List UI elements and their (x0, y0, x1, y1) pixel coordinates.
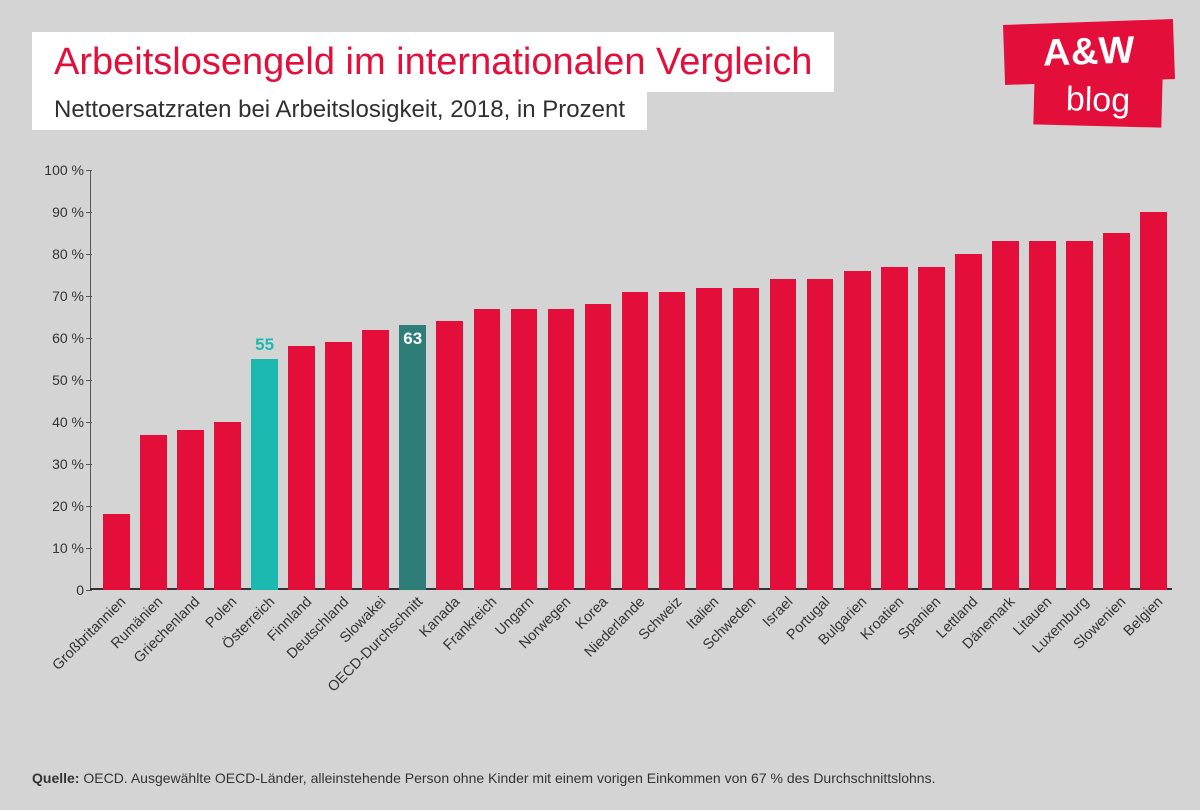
y-tick: 30 % (28, 456, 84, 472)
chart-subtitle: Nettoersatzraten bei Arbeitslosigkeit, 2… (54, 96, 625, 124)
bar (807, 279, 834, 590)
bar-slot (579, 170, 616, 590)
bar-slot (1061, 170, 1098, 590)
y-tick: 0 (28, 582, 84, 598)
y-tick: 40 % (28, 414, 84, 430)
bar (1140, 212, 1167, 590)
bar-slot (654, 170, 691, 590)
bar-slot (691, 170, 728, 590)
bar (881, 267, 908, 590)
y-tick: 20 % (28, 498, 84, 514)
bar (1029, 241, 1056, 590)
bar-slot (283, 170, 320, 590)
bar (1103, 233, 1130, 590)
bars-container: 55 63 (98, 170, 1172, 590)
bar (214, 422, 241, 590)
bar-slot (765, 170, 802, 590)
x-labels-container: GroßbritannienRumänienGriechenlandPolenÖ… (98, 594, 1172, 754)
bar-slot (209, 170, 246, 590)
bar: 63 (399, 325, 426, 590)
y-tick: 100 % (28, 162, 84, 178)
bar-slot (876, 170, 913, 590)
subtitle-box: Nettoersatzraten bei Arbeitslosigkeit, 2… (32, 92, 647, 130)
bar-slot (468, 170, 505, 590)
bar-slot (542, 170, 579, 590)
bar (103, 514, 130, 590)
bar (1066, 241, 1093, 590)
bar (474, 309, 501, 590)
bar-slot (1098, 170, 1135, 590)
bar (511, 309, 538, 590)
bar (622, 292, 649, 590)
bar: 55 (251, 359, 278, 590)
bar-slot (320, 170, 357, 590)
bar (955, 254, 982, 590)
bar (362, 330, 389, 590)
bar-slot (1024, 170, 1061, 590)
bar (770, 279, 797, 590)
bar-slot (431, 170, 468, 590)
bar-slot (913, 170, 950, 590)
bar-slot (950, 170, 987, 590)
chart-title: Arbeitslosengeld im internationalen Verg… (54, 42, 812, 84)
bar (436, 321, 463, 590)
bar (288, 346, 315, 590)
source-text: OECD. Ausgewählte OECD-Länder, alleinste… (79, 770, 935, 786)
bar (992, 241, 1019, 590)
bar-slot (505, 170, 542, 590)
bar-chart: 5563 010 %20 %30 %40 %50 %60 %70 %80 %90… (90, 170, 1172, 590)
bar-slot (135, 170, 172, 590)
source-line: Quelle: OECD. Ausgewählte OECD-Länder, a… (32, 770, 935, 786)
y-tick: 90 % (28, 204, 84, 220)
bar-slot: 63 (394, 170, 431, 590)
bar-slot (357, 170, 394, 590)
y-tick: 70 % (28, 288, 84, 304)
bar-value-label: 63 (403, 329, 422, 351)
bar-slot (987, 170, 1024, 590)
bar (140, 435, 167, 590)
bar (325, 342, 352, 590)
bar (844, 271, 871, 590)
y-tick: 80 % (28, 246, 84, 262)
bar-slot (728, 170, 765, 590)
bar (585, 304, 612, 590)
bar-slot (1135, 170, 1172, 590)
bar (177, 430, 204, 590)
bar-value-label: 55 (255, 335, 274, 357)
source-prefix: Quelle: (32, 770, 79, 786)
bar (696, 288, 723, 590)
bar (733, 288, 760, 590)
bar (548, 309, 575, 590)
bar-slot (616, 170, 653, 590)
logo-bottom: blog (1033, 72, 1162, 127)
bar-slot (98, 170, 135, 590)
bar (918, 267, 945, 590)
y-tick: 50 % (28, 372, 84, 388)
y-tick: 10 % (28, 540, 84, 556)
bar-slot (172, 170, 209, 590)
title-box: Arbeitslosengeld im internationalen Verg… (32, 32, 834, 92)
bar-slot: 55 (246, 170, 283, 590)
bar-slot (802, 170, 839, 590)
x-category-label: Belgien (1121, 594, 1167, 640)
bar-slot (839, 170, 876, 590)
bar (659, 292, 686, 590)
y-tick: 60 % (28, 330, 84, 346)
blog-logo: A&W blog (1004, 22, 1174, 130)
